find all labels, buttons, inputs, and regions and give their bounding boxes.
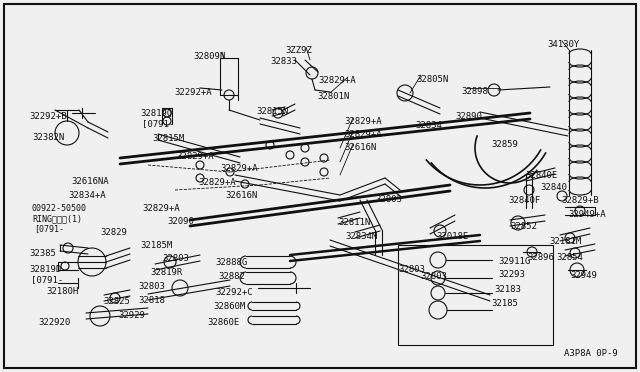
Text: 32949+A: 32949+A [568,210,605,219]
Text: 32185: 32185 [491,299,518,308]
Text: 32829+A: 32829+A [198,178,236,187]
Text: [0791-: [0791- [142,119,174,128]
Text: [0791-: [0791- [31,275,63,284]
Text: 32183: 32183 [494,285,521,294]
Text: 32292+A: 32292+A [174,88,212,97]
Text: 32829: 32829 [100,228,127,237]
Text: 32840E: 32840E [525,171,557,180]
Text: 32898: 32898 [461,87,488,96]
Text: 32293: 32293 [498,270,525,279]
Text: 32829+A: 32829+A [344,130,381,139]
Text: 32616N: 32616N [344,143,376,152]
Text: 32616N: 32616N [225,191,257,200]
Text: 32829+A: 32829+A [220,164,258,173]
Text: 32829+A: 32829+A [344,117,381,126]
Text: 32819D: 32819D [29,265,61,274]
Text: 32829+A: 32829+A [176,152,214,161]
Text: 32292+B: 32292+B [29,112,67,121]
Text: 32803: 32803 [420,272,447,281]
Text: 32888G: 32888G [215,258,247,267]
Text: 32829+A: 32829+A [142,204,180,213]
Text: 32090: 32090 [167,217,194,226]
Text: 32803: 32803 [162,254,189,263]
Text: 32382N: 32382N [32,133,64,142]
Text: 34130Y: 34130Y [547,40,579,49]
Text: 32825: 32825 [103,297,130,306]
Text: 32819R: 32819R [150,268,182,277]
Text: 32840: 32840 [540,183,567,192]
Text: 32803: 32803 [138,282,165,291]
Text: 32616NA: 32616NA [71,177,109,186]
Text: 3ZZ9Z: 3ZZ9Z [285,46,312,55]
Text: 32809N: 32809N [193,52,225,61]
Text: 32852: 32852 [510,222,537,231]
Text: 32815N: 32815N [256,107,288,116]
Text: 32882: 32882 [218,272,245,281]
Text: 00922-50500: 00922-50500 [32,204,87,213]
Text: 32818: 32818 [138,296,165,305]
Text: 32819Q: 32819Q [140,109,172,118]
Text: 32896: 32896 [527,253,554,262]
Text: 32815M: 32815M [152,134,184,143]
Text: 32949: 32949 [570,271,597,280]
Text: 32859: 32859 [491,140,518,149]
Text: 32854: 32854 [556,253,583,262]
Text: 32180H: 32180H [46,287,78,296]
Text: 32840F: 32840F [508,196,540,205]
Text: 32805N: 32805N [416,75,448,84]
Text: 32829+B: 32829+B [561,196,598,205]
Bar [398,245,553,345]
Text: 32181M: 32181M [549,237,581,246]
Text: 32801N: 32801N [317,92,349,101]
Text: 32834M: 32834M [345,232,377,241]
Text: 32834: 32834 [415,121,442,130]
Text: 32292+C: 32292+C [215,288,253,297]
Text: 32811N: 32811N [338,218,371,227]
Text: 32890: 32890 [455,112,482,121]
Text: A3P8A 0P-9: A3P8A 0P-9 [564,349,618,358]
Text: 32834+A: 32834+A [68,191,106,200]
Text: 322920: 322920 [38,318,70,327]
Text: 32385: 32385 [29,249,56,258]
Text: 32829+A: 32829+A [318,76,356,85]
Text: 32860E: 32860E [207,318,239,327]
Text: 32929: 32929 [118,311,145,320]
Text: 32803: 32803 [398,265,425,274]
Text: [0791-: [0791- [34,224,64,233]
Text: RINGリング(1): RINGリング(1) [32,214,82,223]
Text: 32018E: 32018E [436,232,468,241]
Text: 32911G: 32911G [498,257,531,266]
Text: 32185M: 32185M [140,241,172,250]
Text: 32833: 32833 [270,57,297,66]
Text: 32860M: 32860M [213,302,245,311]
Text: 32803: 32803 [375,195,402,204]
